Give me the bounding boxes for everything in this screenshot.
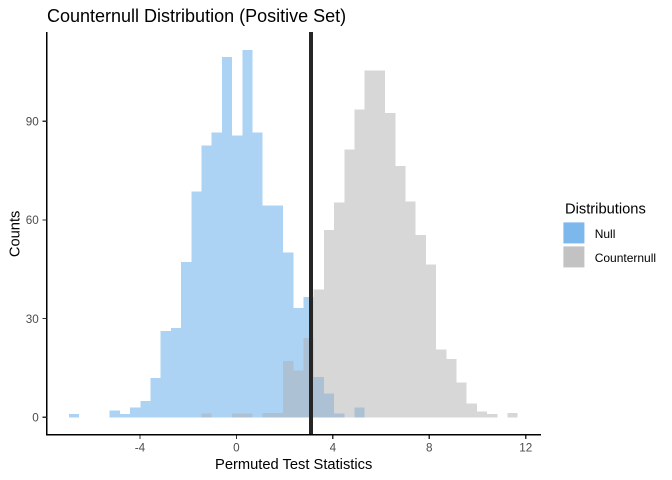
svg-text:0: 0 <box>32 412 39 425</box>
svg-text:90: 90 <box>26 115 40 128</box>
svg-text:Permuted Test Statistics: Permuted Test Statistics <box>215 457 372 473</box>
svg-text:Counternull Distribution (Posi: Counternull Distribution (Positive Set) <box>47 6 346 26</box>
svg-text:Counternull: Counternull <box>595 251 656 265</box>
svg-text:Distributions: Distributions <box>565 202 646 218</box>
svg-text:0: 0 <box>233 441 240 454</box>
svg-text:Null: Null <box>595 227 616 241</box>
svg-text:8: 8 <box>426 441 433 454</box>
svg-text:4: 4 <box>330 441 337 454</box>
svg-text:Counts: Counts <box>8 211 24 258</box>
svg-text:30: 30 <box>26 313 40 326</box>
svg-text:-4: -4 <box>135 441 146 454</box>
svg-text:60: 60 <box>26 214 40 227</box>
svg-text:12: 12 <box>519 441 532 454</box>
